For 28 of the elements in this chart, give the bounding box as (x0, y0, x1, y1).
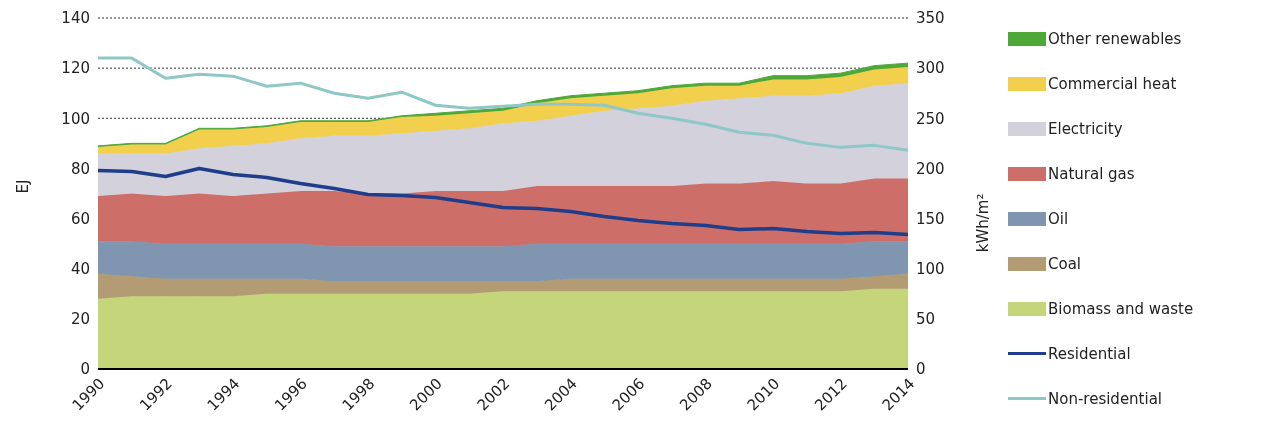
y-tick-label: 40 (70, 260, 90, 279)
line-series (98, 166, 908, 237)
legend-label: Oil (1048, 209, 1069, 228)
y2-tick-label: 0 (916, 360, 926, 379)
y-axis-title: EJ (14, 179, 33, 194)
y-tick-label: 80 (70, 159, 90, 178)
y2-tick-label: 50 (916, 310, 936, 329)
y2-tick-label: 100 (916, 260, 945, 279)
legend-label: Other renewables (1048, 29, 1182, 48)
y2-tick-label: 200 (916, 159, 945, 178)
legend-label: Coal (1048, 254, 1082, 273)
y2-tick-label: 150 (916, 209, 945, 228)
y2-tick-label: 350 (916, 9, 945, 28)
legend-label: Residential (1048, 344, 1131, 363)
legend-label: Commercial heat (1048, 74, 1177, 93)
y-tick-label: 120 (61, 59, 90, 78)
y2-tick-label: 300 (916, 59, 945, 78)
legend-label: Electricity (1048, 119, 1123, 138)
y-tick-label: 20 (70, 310, 90, 329)
y-tick-label: 0 (80, 360, 90, 379)
y-tick-label: 60 (70, 209, 90, 228)
y-tick-label: 140 (61, 9, 90, 28)
y2-tick-label: 250 (916, 109, 945, 128)
legend-label: Natural gas (1048, 164, 1135, 183)
legend-label: Biomass and waste (1048, 299, 1194, 318)
legend-label: Non-residential (1048, 389, 1163, 408)
y2-axis-title: kWh/m² (974, 193, 993, 253)
y-tick-label: 100 (61, 109, 90, 128)
